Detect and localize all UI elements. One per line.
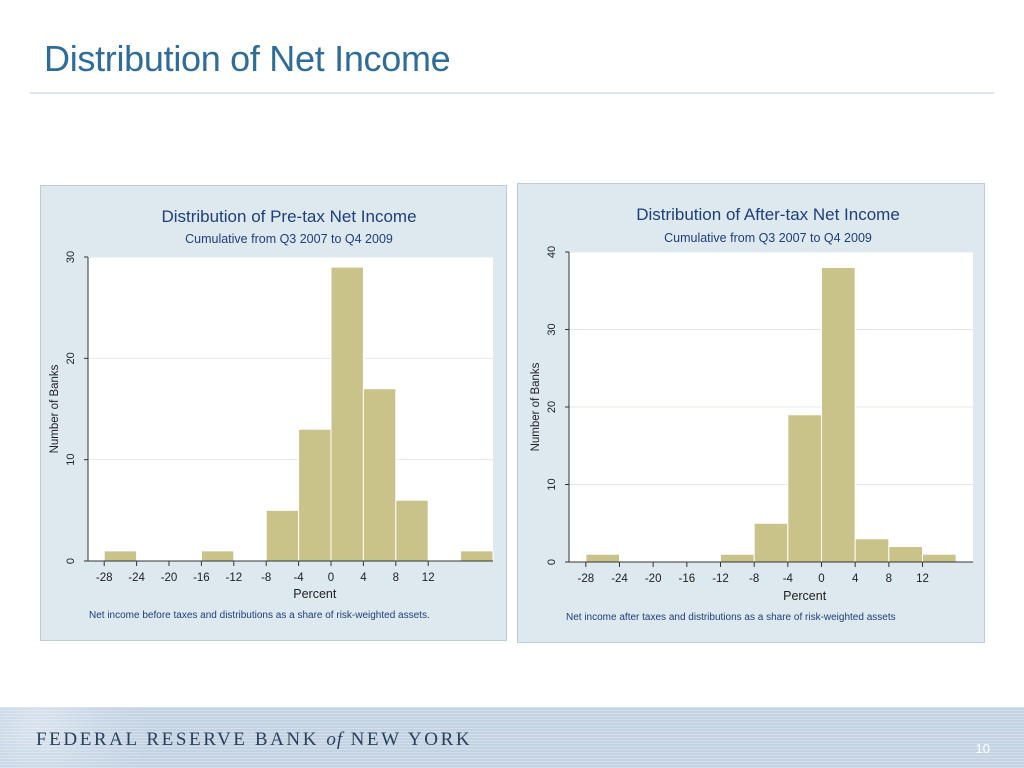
histogram-bar [854,538,890,563]
brand-name-part2: NEW YORK [350,729,473,750]
y-tick-label: 40 [546,246,558,258]
x-tick-label: -24 [611,573,628,585]
histogram-bar [753,522,789,563]
histogram-bar [362,388,397,562]
x-tick-label: -16 [193,572,210,584]
x-tick-label: 8 [393,572,399,584]
y-tick-label: 0 [546,559,558,565]
chart-footnote: Net income before taxes and distribution… [89,610,430,621]
chart-subtitle: Cumulative from Q3 2007 to Q4 2009 [185,232,393,246]
histogram-bar [265,509,300,562]
x-axis-label: Percent [783,589,827,603]
y-tick-label: 20 [65,352,77,364]
x-tick-label: -16 [679,573,696,585]
chart-subtitle: Cumulative from Q3 2007 to Q4 2009 [664,231,872,245]
histogram-bar [460,550,494,562]
histogram-bar [395,499,429,562]
brand-name-part1: FEDERAL RESERVE BANK [36,729,320,750]
page-number: 10 [975,741,990,756]
x-tick-label: -28 [96,572,113,584]
y-axis-label: Number of Banks [49,364,61,453]
x-tick-label: 8 [886,573,892,585]
x-tick-label: 4 [360,572,367,584]
x-tick-label: -20 [161,572,178,584]
x-tick-label: 0 [328,572,334,584]
footer-brand: FEDERAL RESERVE BANK of NEW YORK [36,729,472,751]
x-tick-label: -28 [578,573,595,585]
aftertax-histogram: Distribution of After-tax Net Income Cumu… [530,205,973,623]
y-tick-label: 30 [546,323,558,335]
x-tick-label: -8 [261,572,271,584]
y-tick-label: 0 [65,558,77,564]
pretax-histogram: Distribution of Pre-tax Net Income Cumula… [49,207,494,621]
brand-name-of: of [326,729,344,750]
y-tick-label: 30 [65,251,77,263]
footer-seal-pattern [0,707,190,768]
x-tick-label: -4 [293,572,304,584]
chart-footnote: Net income after taxes and distributions… [566,612,896,623]
histogram-bar [888,546,924,563]
x-tick-label: -4 [783,573,794,585]
histogram-bar [720,553,755,563]
x-axis-label: Percent [293,587,337,601]
y-tick-label: 10 [546,478,558,490]
slide-title: Distribution of Net Income [44,38,451,79]
x-tick-label: 0 [818,573,824,585]
histogram-bar [103,550,138,562]
y-tick-label: 10 [65,454,77,466]
x-tick-label: 4 [852,573,859,585]
histogram-bar [922,553,957,563]
histogram-bar [585,553,621,563]
x-tick-label: -20 [645,573,662,585]
y-axis-label: Number of Banks [530,362,542,451]
x-tick-label: -12 [225,572,242,584]
chart-title: Distribution of After-tax Net Income [636,205,900,224]
x-tick-label: 12 [422,572,435,584]
histogram-bar [821,267,856,563]
title-divider [30,92,994,94]
x-tick-label: -24 [128,572,145,584]
aftertax-chart-panel: Distribution of After-tax Net Income Cumu… [517,183,985,643]
histogram-bar [200,550,235,562]
x-tick-label: 12 [916,573,929,585]
x-tick-label: -8 [749,573,759,585]
pretax-chart-panel: Distribution of Pre-tax Net Income Cumula… [40,185,507,641]
histogram-bar [330,266,364,562]
y-tick-label: 20 [546,401,558,413]
histogram-bar [298,428,332,562]
histogram-bar [787,414,823,563]
footer-bar: FEDERAL RESERVE BANK of NEW YORK 10 [0,707,1024,768]
chart-title: Distribution of Pre-tax Net Income [161,207,416,226]
x-tick-label: -12 [712,573,729,585]
